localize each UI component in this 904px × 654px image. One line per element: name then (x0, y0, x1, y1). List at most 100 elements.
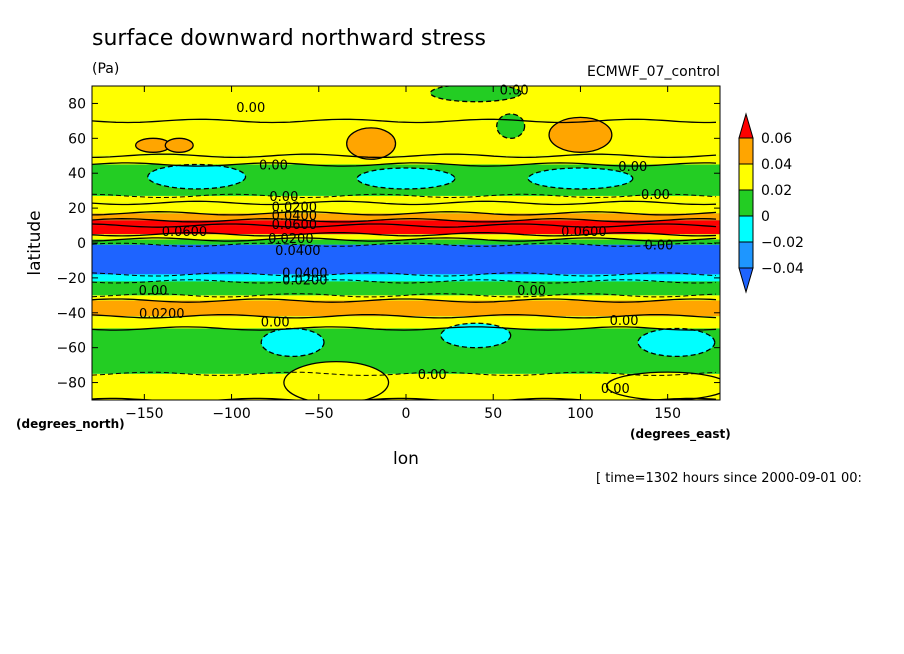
contour-band (92, 155, 720, 165)
contour-band (92, 239, 720, 245)
contour-line (92, 218, 717, 223)
contour-value-label: 0.00 (517, 284, 546, 299)
colorbar-label: 0 (761, 209, 770, 225)
contour-patch (429, 86, 522, 103)
contour-line-layer (92, 118, 717, 400)
y-tick-label: 40 (68, 166, 86, 182)
colorbar-swatch (738, 189, 754, 217)
contour-patch (260, 327, 325, 358)
contour-line (92, 242, 717, 247)
contour-value-label: 0.0200 (282, 274, 328, 289)
contour-line (92, 223, 717, 228)
contour-value-label: 0.00 (259, 159, 288, 174)
contour-line (92, 232, 717, 237)
x-axis-units: (degrees_east) (630, 427, 731, 442)
x-axis-title: lon (393, 449, 419, 469)
contour-value-label: 0.00 (139, 284, 168, 299)
colorbar-swatch (738, 112, 754, 139)
contour-value-label: 0.0600 (272, 218, 318, 233)
contour-value-label: 0.0600 (561, 225, 607, 240)
contour-band (92, 225, 720, 235)
contour-band (92, 274, 720, 282)
contour-line (92, 272, 717, 277)
contour-band (92, 213, 720, 221)
contour-line (92, 153, 717, 159)
contour-band (92, 295, 720, 301)
contour-value-label: 0.0400 (272, 209, 318, 224)
contour-band (92, 316, 720, 329)
contour-band (92, 328, 720, 374)
contour-patch (637, 327, 716, 358)
contour-line (92, 162, 717, 167)
contour-label-layer: 0.000.000.00 0.000.000.000.02000.04000.06… (139, 83, 674, 396)
band-layer (92, 86, 720, 400)
contour-patch (346, 127, 397, 160)
contour-line (92, 279, 717, 284)
contour-value-label: 0.00 (610, 314, 639, 329)
contour-band (92, 244, 720, 275)
contour-line (92, 193, 717, 198)
contour-band (92, 300, 720, 317)
contour-value-label: 0.00 (261, 316, 290, 331)
contour-value-label: 0.0400 (275, 244, 321, 259)
contour-line (92, 200, 717, 206)
contour-line (92, 237, 717, 242)
y-tick-label: −20 (56, 271, 86, 287)
y-tick-label: −80 (56, 376, 86, 392)
contour-value-label: 0.00 (500, 83, 529, 98)
colorbar-swatch (738, 215, 754, 243)
colorbar-swatch (738, 241, 754, 269)
colorbar-label: −0.04 (761, 261, 804, 277)
colorbar-swatch (738, 163, 754, 191)
colorbar: 0.06 0.04 0.02 0 −0.02 −0.04 (738, 112, 804, 294)
colorbar-swatch (738, 267, 754, 294)
contour-value-label: 0.0600 (162, 225, 208, 240)
contour-line (92, 293, 717, 298)
x-tick-label: 150 (654, 406, 681, 422)
contour-band (92, 234, 720, 240)
contour-value-label: 0.00 (618, 160, 647, 175)
contour-patch (527, 167, 634, 190)
patch-layer (134, 86, 720, 400)
x-tick-label: 0 (402, 406, 411, 422)
x-tick-label: 50 (484, 406, 502, 422)
contour-line (92, 298, 717, 303)
colorbar-label: 0.06 (761, 131, 792, 147)
contour-line (92, 371, 717, 376)
chart-title: surface downward northward stress (92, 26, 486, 51)
y-axis-title: latitude (25, 210, 45, 275)
y-tick-label: 0 (77, 236, 86, 252)
y-tick-label: 60 (68, 131, 86, 147)
dataset-label: ECMWF_07_control (587, 64, 720, 80)
contour-line (92, 326, 717, 331)
contour-patch (283, 360, 390, 400)
chart-units: (Pa) (92, 61, 119, 77)
contour-value-label: 0.00 (236, 101, 265, 116)
x-tick-label: −50 (304, 406, 334, 422)
contour-patch (496, 113, 526, 139)
y-tick-label: 20 (68, 201, 86, 217)
contour-band (92, 120, 720, 156)
contour-value-label: 0.0400 (282, 267, 328, 282)
contour-band (92, 195, 720, 203)
contour-patch (147, 163, 247, 190)
colorbar-label: 0.02 (761, 183, 792, 199)
y-axis-units: (degrees_north) (16, 417, 125, 432)
contour-value-label: 0.0200 (268, 232, 314, 247)
contour-value-label: 0.00 (641, 188, 670, 203)
y-axis: 80 60 40 20 0 −20 −40 −60 −80 (56, 96, 720, 392)
plot-area: 0.000.000.00 0.000.000.000.02000.04000.06… (91, 83, 721, 401)
contour-line (92, 397, 717, 400)
contour-patch (440, 322, 512, 349)
contour-line (92, 211, 717, 216)
contour-value-label: 0.00 (601, 382, 630, 397)
contour-patch (548, 116, 613, 153)
x-tick-label: 100 (567, 406, 594, 422)
y-tick-label: −40 (56, 306, 86, 322)
contour-band (92, 202, 720, 214)
x-tick-label: −100 (212, 406, 250, 422)
colorbar-label: −0.02 (761, 235, 804, 251)
y-tick-label: −60 (56, 341, 86, 357)
colorbar-swatch (738, 137, 754, 165)
